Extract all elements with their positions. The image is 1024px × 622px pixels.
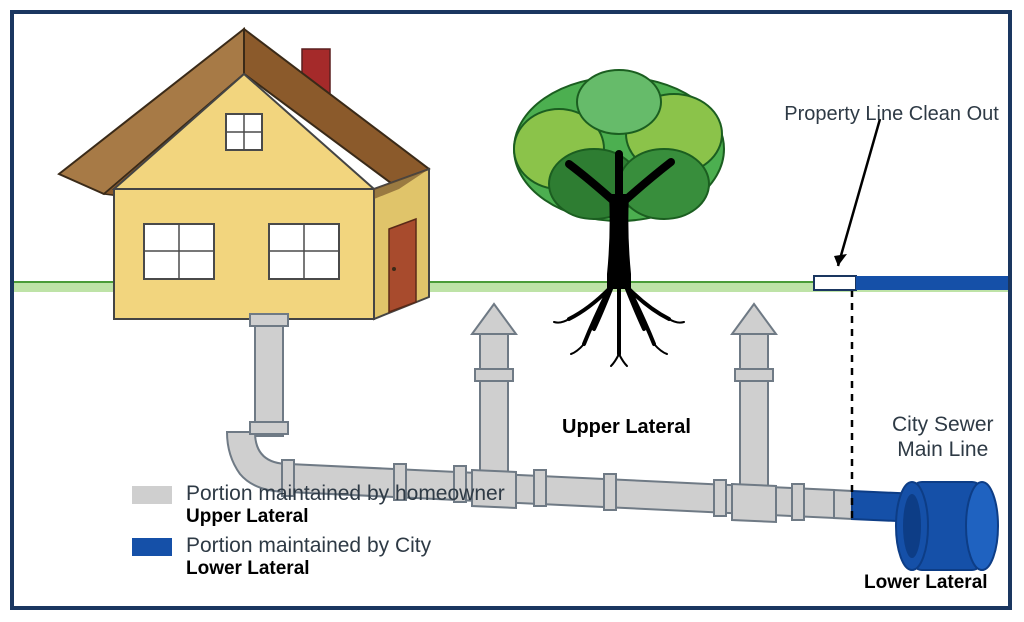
- property-line-text: Property Line: [784, 103, 909, 125]
- clean-out-text: Clean Out: [909, 103, 999, 125]
- upper-lateral-mid-label: Upper Lateral: [562, 416, 691, 439]
- city-sewer-label: City Sewer Main Line: [892, 412, 994, 462]
- legend-swatch-blue: [132, 538, 172, 556]
- diagram-frame: Property Line Clean Out Upper Lateral Ci…: [10, 10, 1012, 610]
- sewer-main-icon: [896, 482, 998, 570]
- legend-city-line1: Portion maintained by City: [186, 534, 431, 558]
- legend-home-line2: Upper Lateral: [186, 506, 505, 528]
- lower-lateral-bottom-label: Lower Lateral: [864, 572, 988, 594]
- property-line-label: Property Line Clean Out: [762, 80, 999, 149]
- legend-swatch-gray: [132, 486, 172, 504]
- legend: Portion maintained by homeowner Upper La…: [132, 482, 505, 580]
- legend-city-line2: Lower Lateral: [186, 558, 431, 580]
- legend-home-line1: Portion maintained by homeowner: [186, 482, 505, 506]
